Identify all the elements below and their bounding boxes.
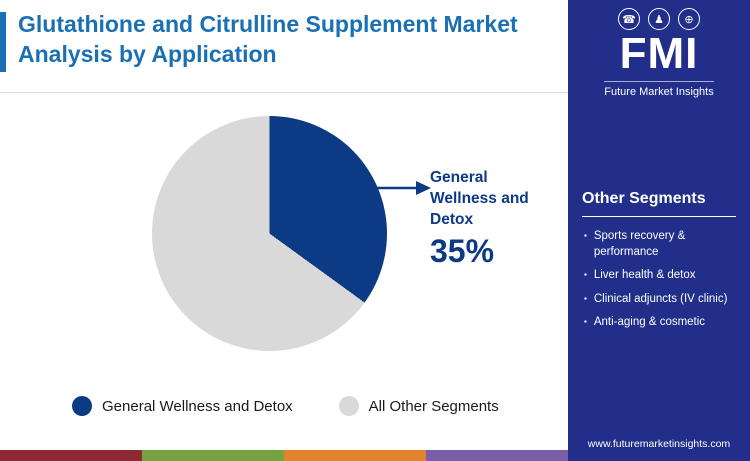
sidebar-heading: Other Segments [582,190,736,217]
list-item: Sports recovery & performance [584,229,742,260]
chart-panel: Glutathione and Citrulline Supplement Ma… [0,11,568,461]
legend-item: All Other Segments [338,396,499,416]
title-accent-bar [0,12,6,72]
legend-label: All Other Segments [368,397,499,415]
strip-segment-maroon [0,450,142,461]
strip-segment-green [142,450,284,461]
logo-icons: ☎ ♟ ⊕ [568,8,750,30]
legend-swatch-gray [338,396,359,416]
page-title: Glutathione and Citrulline Supplement Ma… [18,11,518,67]
pie-chart [152,116,387,351]
fmi-logo: ☎ ♟ ⊕ FMI Future Market Insights [568,0,750,98]
sidebar: ☎ ♟ ⊕ FMI Future Market Insights Other S… [568,0,750,461]
strip-segment-purple [426,450,568,461]
legend-item: General Wellness and Detox [72,396,293,416]
strip-segment-orange [284,450,426,461]
list-item: Anti-aging & cosmetic [584,315,742,331]
list-item: Clinical adjuncts (IV clinic) [584,292,742,308]
list-item: Liver health & detox [584,268,742,284]
pie-callout: General Wellness and Detox 35% [430,168,544,270]
callout-value: 35% [430,232,495,269]
header-divider [0,92,568,93]
phone-icon: ☎ [618,8,640,30]
legend: General Wellness and Detox All Other Seg… [72,396,499,416]
legend-label: General Wellness and Detox [102,397,293,415]
legend-swatch-blue [72,396,92,416]
logo-text: FMI [619,29,699,78]
logo-tagline: Future Market Insights [604,81,714,98]
website-link[interactable]: www.futuremarketinsights.com [587,438,731,450]
other-segments-list: Sports recovery & performance Liver heal… [584,229,742,331]
callout-label: General Wellness and Detox [430,169,529,228]
person-icon: ♟ [648,8,670,30]
callout-arrow [350,181,431,195]
footer-color-strip [0,450,568,461]
globe-icon: ⊕ [678,8,700,30]
